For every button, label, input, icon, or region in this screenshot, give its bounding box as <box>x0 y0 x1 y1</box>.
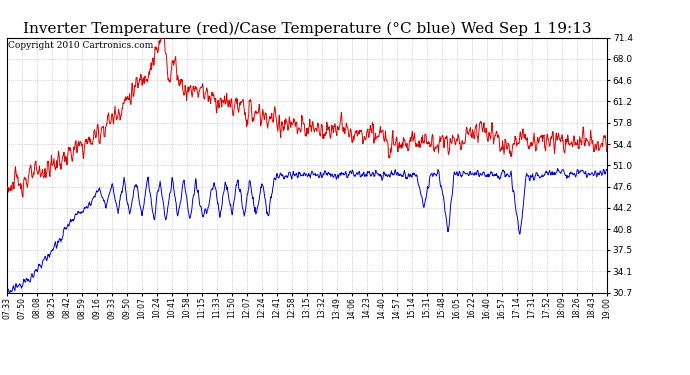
Text: Copyright 2010 Cartronics.com: Copyright 2010 Cartronics.com <box>8 41 153 50</box>
Title: Inverter Temperature (red)/Case Temperature (°C blue) Wed Sep 1 19:13: Inverter Temperature (red)/Case Temperat… <box>23 22 591 36</box>
